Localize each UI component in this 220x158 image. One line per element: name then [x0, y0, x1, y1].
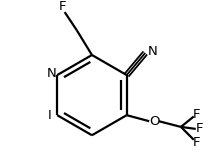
Text: N: N: [47, 67, 57, 80]
Text: N: N: [148, 45, 157, 58]
Text: I: I: [48, 109, 52, 122]
Text: O: O: [149, 115, 160, 128]
Text: F: F: [196, 122, 203, 135]
Text: F: F: [192, 136, 200, 149]
Text: F: F: [192, 108, 200, 121]
Text: F: F: [59, 0, 66, 13]
